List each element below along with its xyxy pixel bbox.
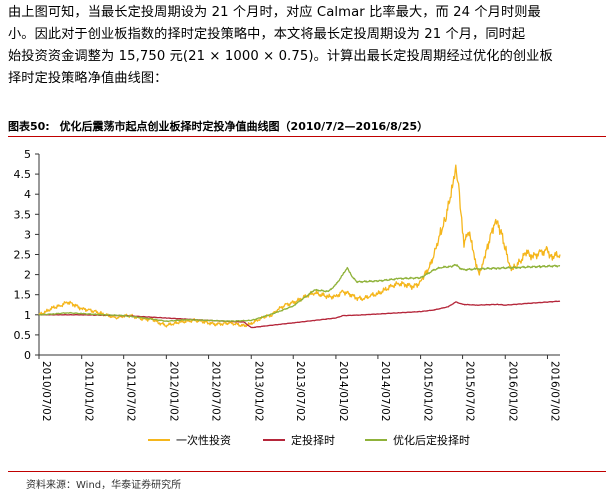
net-value-line-chart: 0 0.5 1 1.5 2 2.5 3 3.5 4 4.5 5 2010/07/02 2011/01/0… xyxy=(14,148,561,422)
y-tick-label: 4 xyxy=(24,188,31,201)
y-tick-label: 1 xyxy=(24,309,31,322)
x-tick-label: 2012/07/02 xyxy=(210,361,222,422)
y-tick-label: 2 xyxy=(24,269,31,282)
x-tick-label: 2013/07/02 xyxy=(294,361,306,422)
series-line xyxy=(38,164,561,328)
footer-divider xyxy=(8,471,606,472)
legend-swatch xyxy=(263,439,285,441)
paragraph-line: 择时定投策略净值曲线图： xyxy=(8,71,168,86)
paragraph-line: 由上图可知，当最长定投周期设为 21 个月时，对应 Calmar 比率最大，而 … xyxy=(8,5,541,20)
x-tick-label: 2014/01/02 xyxy=(337,361,349,422)
y-tick-label: 1.5 xyxy=(14,289,32,302)
source-note: 资料来源：Wind，华泰证券研究所 xyxy=(26,480,182,491)
legend-item-optimized-timing: 优化后定投择时 xyxy=(365,432,470,448)
y-tick-label: 2.5 xyxy=(14,249,32,262)
x-tick-label: 2013/01/02 xyxy=(252,361,264,422)
figure-title: 图表50: 优化后震荡市起点创业板择时定投净值曲线图（2010/7/2—2016… xyxy=(8,118,434,134)
intro-paragraph: 由上图可知，当最长定投周期设为 21 个月时，对应 Calmar 比率最大，而 … xyxy=(8,2,606,90)
paragraph-line: 始投资资金调整为 15,750 元(21 × 1000 × 0.75)。计算出最… xyxy=(8,49,553,64)
figure-caption: 优化后震荡市起点创业板择时定投净值曲线图（2010/7/2—2016/8/25） xyxy=(59,120,429,133)
y-tick-label: 0 xyxy=(24,349,31,362)
series-line xyxy=(38,300,561,329)
series-line xyxy=(38,263,561,323)
x-tick-label: 2011/01/02 xyxy=(83,361,95,422)
x-tick-label: 2010/07/02 xyxy=(40,361,52,422)
y-tick-label: 0.5 xyxy=(14,329,32,342)
x-tick-label: 2011/07/02 xyxy=(125,361,137,422)
y-tick-label: 3 xyxy=(24,228,31,241)
x-tick-label: 2016/07/02 xyxy=(548,361,560,422)
paragraph-line: 小。因此对于创业板指数的择时定投策略中，本文将最长定投周期设为 21 个月，同时… xyxy=(8,27,526,42)
legend-label: 一次性投资 xyxy=(176,434,231,447)
y-tick-label: 5 xyxy=(24,148,31,161)
y-tick-label: 3.5 xyxy=(14,208,32,221)
legend-label: 定投择时 xyxy=(291,434,335,447)
x-tick-label: 2015/07/02 xyxy=(464,361,476,422)
figure-number: 图表50: xyxy=(8,120,50,133)
x-tick-label: 2015/01/02 xyxy=(422,361,434,422)
x-tick-label: 2012/01/02 xyxy=(167,361,179,422)
y-tick-label: 4.5 xyxy=(14,168,32,181)
legend-label: 优化后定投择时 xyxy=(393,434,470,447)
x-tick-label: 2016/01/02 xyxy=(506,361,518,422)
legend-swatch xyxy=(365,439,387,441)
title-divider xyxy=(8,136,606,137)
x-tick-label: 2014/07/02 xyxy=(379,361,391,422)
legend-item-timing: 定投择时 xyxy=(263,432,335,448)
legend-swatch xyxy=(148,439,170,441)
legend-item-lump-sum: 一次性投资 xyxy=(148,432,231,448)
